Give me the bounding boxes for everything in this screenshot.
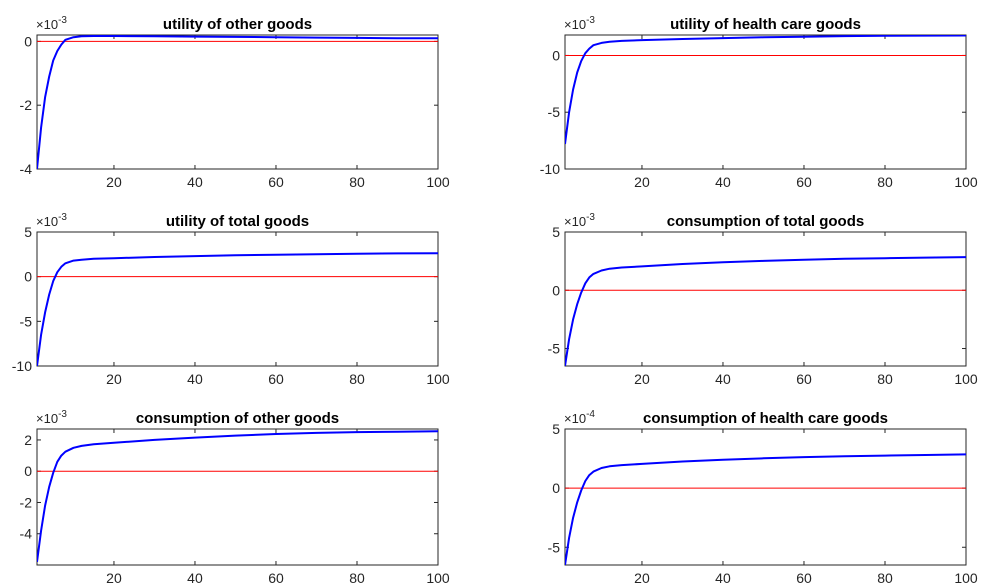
x-tick-label: 20 [634, 570, 650, 586]
exponent-label: ×10-3 [36, 409, 67, 426]
x-tick-label: 20 [634, 174, 650, 190]
response-line [37, 252, 438, 366]
x-tick-label: 100 [954, 174, 978, 190]
y-tick-label: 0 [552, 47, 560, 63]
x-tick-label: 40 [715, 371, 731, 387]
subplot-2: 20 40 60 80 100 0 -5 -10 ×10-3 utility of health … [540, 15, 978, 190]
x-tick-label: 60 [796, 371, 812, 387]
y-tick-label: 0 [552, 480, 560, 496]
x-tick-label: 60 [268, 174, 284, 190]
exponent-label: ×10-4 [564, 409, 595, 426]
exponent-label: ×10-3 [564, 212, 595, 229]
exponent-label: ×10-3 [36, 15, 67, 32]
x-tick-label: 80 [877, 371, 893, 387]
axes-box [36, 428, 439, 566]
exponent-power: -3 [58, 212, 67, 223]
y-tick-label: -4 [20, 161, 33, 177]
x-tick-label: 100 [426, 570, 450, 586]
subplot-title: consumption of health care goods [643, 410, 888, 427]
x-tick-label: 80 [349, 570, 365, 586]
subplot-title: utility of total goods [166, 213, 309, 230]
x-tick-label: 60 [268, 371, 284, 387]
subplot-3: 20 40 60 80 100 5 0 -5 -10 ×10-3 utility of total … [12, 212, 450, 387]
x-tick-label: 80 [877, 174, 893, 190]
subplot-title: consumption of other goods [136, 410, 339, 427]
response-line [37, 430, 438, 563]
exponent-base: ×10 [36, 17, 58, 32]
y-tick-label: -5 [548, 341, 561, 357]
y-tick-label: 0 [24, 33, 32, 49]
subplot-1: 20 40 60 80 100 0 -2 -4 ×10-3 utility of other go… [20, 15, 450, 190]
exponent-power: -3 [58, 409, 67, 420]
x-tick-label: 80 [877, 570, 893, 586]
x-tick-label: 20 [106, 174, 122, 190]
y-tick-label: 5 [24, 224, 32, 240]
x-tick-label: 20 [106, 371, 122, 387]
x-tick-label: 80 [349, 174, 365, 190]
axes-box [564, 231, 967, 367]
exponent-label: ×10-3 [36, 212, 67, 229]
x-tick-label: 20 [106, 570, 122, 586]
exponent-base: ×10 [564, 411, 586, 426]
x-tick-label: 100 [954, 371, 978, 387]
y-tick-label: -4 [20, 526, 33, 542]
x-tick-label: 60 [796, 174, 812, 190]
x-tick-label: 40 [715, 570, 731, 586]
x-tick-label: 20 [634, 371, 650, 387]
x-tick-label: 100 [954, 570, 978, 586]
exponent-base: ×10 [36, 214, 58, 229]
subplot-title: utility of other goods [163, 16, 312, 33]
exponent-label: ×10-3 [564, 15, 595, 32]
y-tick-label: -5 [20, 313, 33, 329]
subplot-4: 20 40 60 80 100 5 0 -5 ×10-3 consumption of total… [548, 212, 978, 387]
x-tick-label: 80 [349, 371, 365, 387]
exponent-base: ×10 [564, 17, 586, 32]
exponent-base: ×10 [564, 214, 586, 229]
x-tick-label: 40 [187, 371, 203, 387]
axes-box [564, 34, 967, 170]
exponent-power: -3 [58, 15, 67, 26]
y-tick-label: -2 [20, 97, 33, 113]
y-tick-label: 0 [24, 463, 32, 479]
subplot-title: consumption of total goods [667, 213, 864, 230]
x-tick-label: 100 [426, 371, 450, 387]
response-line [37, 35, 438, 169]
x-tick-label: 60 [268, 570, 284, 586]
y-tick-label: 2 [24, 432, 32, 448]
exponent-power: -3 [586, 212, 595, 223]
response-line [565, 35, 966, 145]
y-tick-label: 0 [552, 282, 560, 298]
exponent-power: -4 [586, 409, 595, 420]
axes-box [36, 34, 439, 170]
x-tick-label: 40 [187, 174, 203, 190]
exponent-base: ×10 [36, 411, 58, 426]
y-tick-label: 5 [552, 224, 560, 240]
y-tick-label: -10 [540, 161, 560, 177]
y-tick-label: 0 [24, 269, 32, 285]
x-tick-label: 100 [426, 174, 450, 190]
x-tick-label: 40 [187, 570, 203, 586]
exponent-power: -3 [586, 15, 595, 26]
x-tick-label: 60 [796, 570, 812, 586]
axes-box [564, 428, 967, 566]
x-tick-label: 40 [715, 174, 731, 190]
subplot-title: utility of health care goods [670, 16, 861, 33]
y-tick-label: -5 [548, 539, 561, 555]
y-tick-label: -5 [548, 104, 561, 120]
response-line [565, 256, 966, 366]
y-tick-label: -2 [20, 494, 33, 510]
y-tick-label: -10 [12, 358, 32, 374]
axes-box [36, 231, 439, 367]
response-line [565, 453, 966, 565]
y-tick-label: 5 [552, 421, 560, 437]
subplot-6: 20 40 60 80 100 5 0 -5 ×10-4 consumption of healt… [548, 409, 978, 586]
